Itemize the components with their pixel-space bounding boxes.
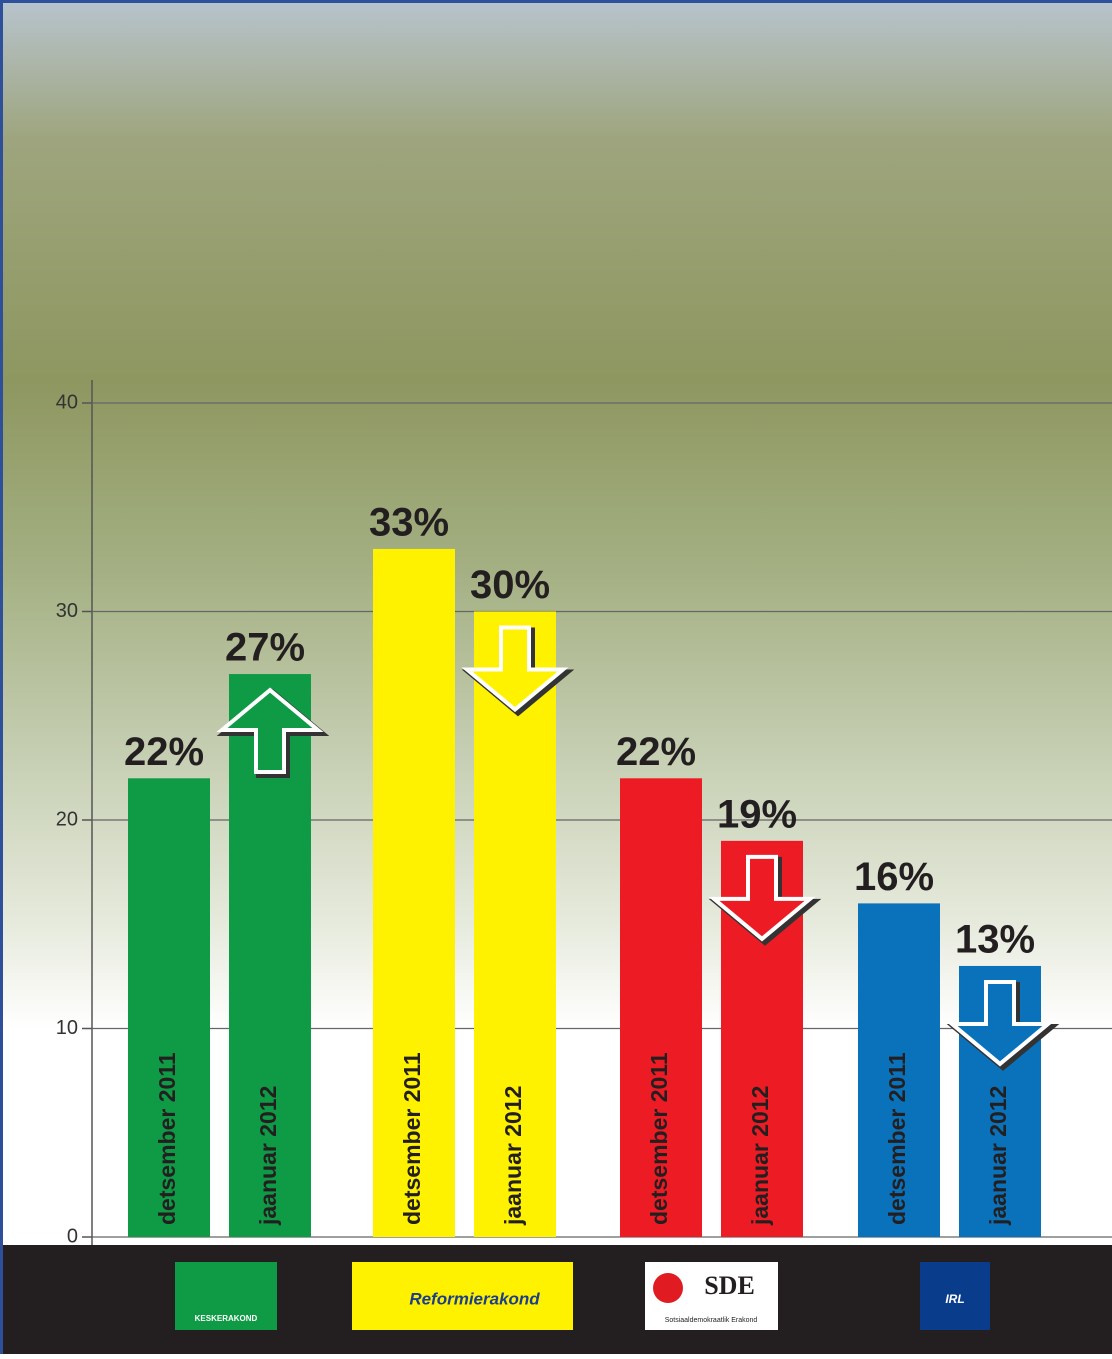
y-tick-label: 0 (67, 1225, 78, 1247)
x-tick-label: KESKERAKOND (195, 1314, 258, 1323)
y-tick-label: 20 (56, 808, 78, 830)
bar-series-label: detsember 2011 (399, 1052, 425, 1225)
y-tick-label: 10 (56, 1017, 78, 1039)
bar-series-label: jaanuar 2012 (747, 1086, 773, 1226)
value-label: 22% (616, 730, 696, 774)
x-tick-label: SDE (704, 1271, 755, 1300)
logo-subtitle: Sotsiaaldemokraatlik Erakond (665, 1317, 758, 1324)
y-tick-label: 30 (56, 600, 78, 622)
value-label: 30% (470, 563, 550, 607)
x-tick-label: Reformierakond (409, 1289, 540, 1308)
value-label: 33% (369, 501, 449, 545)
bar-series-label: detsember 2011 (154, 1052, 180, 1225)
bar-series-label: detsember 2011 (646, 1052, 672, 1225)
value-label: 27% (225, 626, 305, 670)
value-label: 13% (955, 918, 1035, 962)
bar-series-label: jaanuar 2012 (500, 1086, 526, 1226)
logo-rose (653, 1273, 683, 1303)
x-tick-label: IRL (945, 1292, 964, 1306)
bar-series-label: detsember 2011 (884, 1052, 910, 1225)
bar-series-label: jaanuar 2012 (985, 1086, 1011, 1226)
value-label: 22% (124, 730, 204, 774)
value-label: 19% (717, 792, 797, 836)
bar-series-label: jaanuar 2012 (255, 1086, 281, 1226)
chart: 0 10 20 30 40 detsember 2011 22% jaanuar 2012 27… (0, 0, 1112, 1354)
y-tick-label: 40 (56, 391, 78, 413)
value-label: 16% (854, 855, 934, 899)
